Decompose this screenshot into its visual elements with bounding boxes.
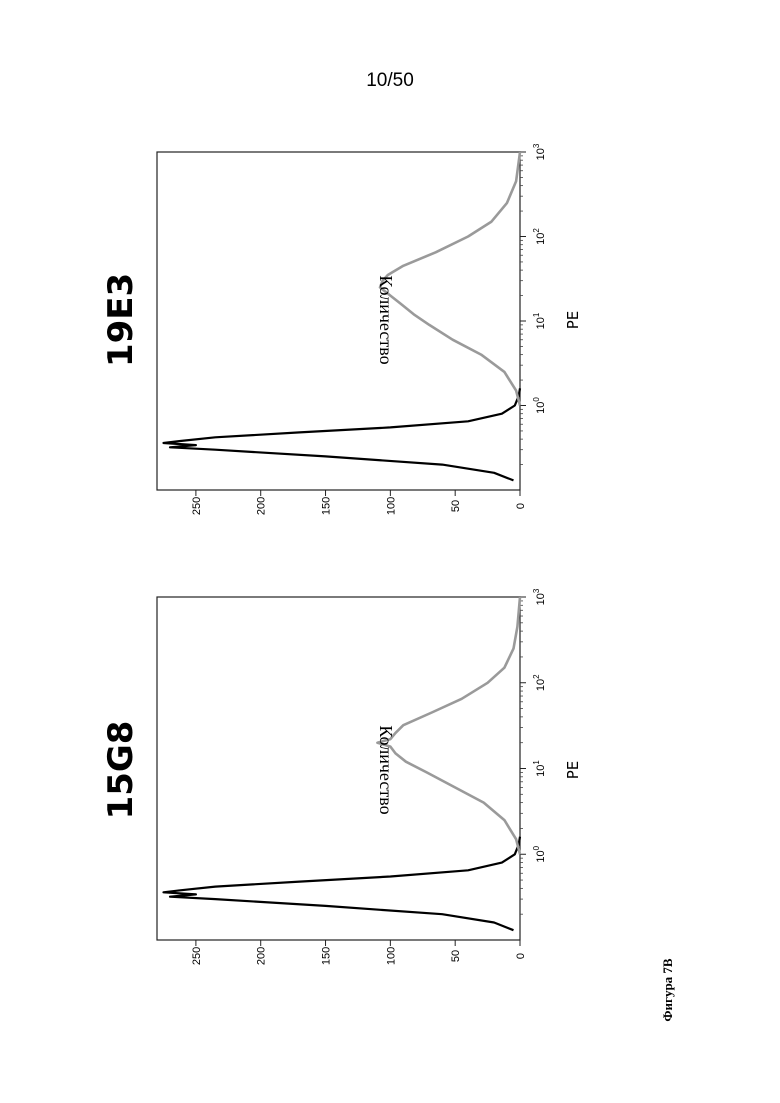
y-tick-label: 250	[191, 497, 203, 515]
y-tick-label: 150	[321, 947, 333, 965]
y-axis-title: Количество	[376, 275, 396, 364]
x-tick-label: 101	[532, 760, 547, 777]
plot-frame	[157, 152, 520, 490]
y-tick-label: 150	[321, 497, 333, 515]
x-tick-label: 100	[532, 397, 547, 414]
y-tick-label: 100	[385, 947, 397, 965]
y-axis-title: Количество	[376, 725, 396, 814]
series-line-1	[164, 837, 521, 931]
x-tick-label: 103	[532, 588, 547, 605]
y-tick-label: 250	[191, 947, 203, 965]
x-tick-label: 102	[532, 674, 547, 691]
y-tick-label: 50	[450, 950, 462, 962]
chart-19e3: 0 50 100 150 200 250 100 101 102 103 19E3 PE Количес…	[101, 143, 582, 515]
plot-frame	[157, 597, 520, 940]
panel-title: 15G8	[101, 721, 141, 820]
figure-caption: Фигура 7B	[660, 958, 675, 1022]
y-tick-label: 100	[385, 497, 397, 515]
x-tick-label: 101	[532, 312, 547, 329]
series-line-2	[380, 152, 520, 406]
x-axis-title: PE	[564, 761, 582, 780]
y-tick-label: 0	[515, 953, 527, 959]
x-tick-label: 102	[532, 228, 547, 245]
chart-15g8: 0 50 100 150 200 250 100 101 102 103 15G8 PE Количес…	[101, 588, 582, 965]
y-tick-label: 200	[256, 497, 268, 515]
y-tick-label: 200	[256, 947, 268, 965]
panel-title: 19E3	[101, 273, 141, 367]
y-tick-label: 50	[450, 500, 462, 512]
x-tick-label: 103	[532, 143, 547, 160]
series-line-1	[164, 388, 521, 480]
y-tick-label: 0	[515, 503, 527, 509]
series-line-2	[377, 597, 520, 854]
x-axis-title: PE	[564, 311, 582, 330]
x-tick-label: 100	[532, 845, 547, 862]
